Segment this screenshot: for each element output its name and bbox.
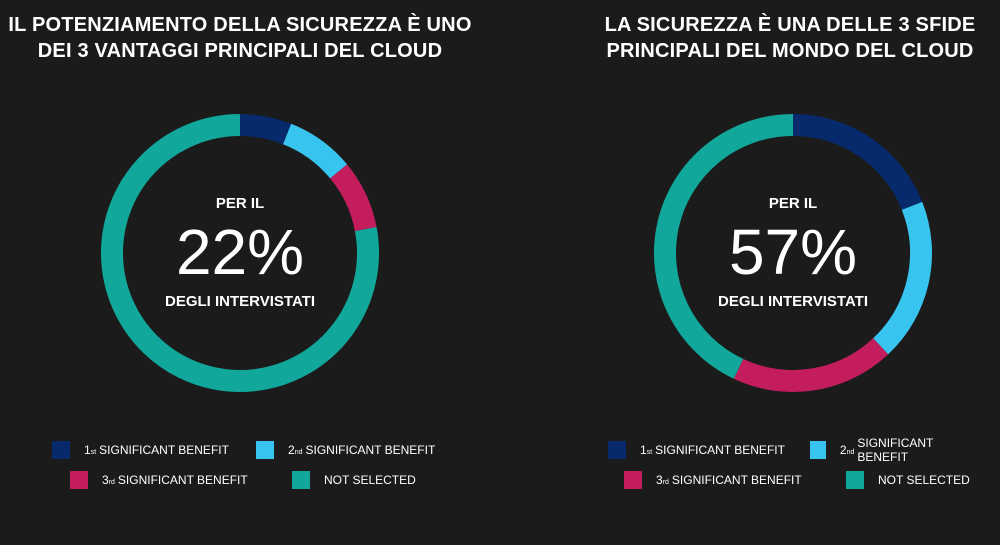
donut-chart: PER IL 22% DEGLI INTERVISTATI bbox=[100, 113, 380, 393]
legend-ordinal: 1 bbox=[640, 443, 647, 457]
slice-not-selected bbox=[654, 114, 794, 379]
legend-swatch bbox=[846, 471, 864, 489]
legend-label: SIGNIFICANT BENEFIT bbox=[117, 473, 248, 487]
center-label-top: PER IL bbox=[768, 195, 818, 212]
legend-label: NOT SELECTED bbox=[324, 473, 416, 487]
slice-third bbox=[733, 338, 889, 392]
legend-swatch bbox=[810, 441, 826, 459]
legend-ordinal-suffix: nd bbox=[294, 448, 303, 456]
slice-first bbox=[239, 114, 292, 145]
center-percentage: 57% bbox=[728, 216, 858, 288]
legend-ordinal-suffix: nd bbox=[846, 448, 855, 456]
legend-ordinal-suffix: st bbox=[646, 448, 653, 456]
slice-second bbox=[872, 201, 932, 355]
center-label-bottom: DEGLI INTERVISTATI bbox=[164, 293, 315, 310]
slice-not-selected bbox=[101, 114, 379, 392]
slice-third bbox=[329, 164, 377, 232]
legend-swatch bbox=[256, 441, 274, 459]
donut-svg bbox=[654, 114, 932, 392]
legend-swatch bbox=[70, 471, 88, 489]
legend-ordinal: 3 bbox=[102, 473, 109, 487]
legend-label: SIGNIFICANT BENEFIT bbox=[99, 443, 229, 457]
donut-svg bbox=[101, 114, 379, 392]
legend-label: SIGNIFICANT BENEFIT bbox=[655, 443, 785, 457]
legend-label: SIGNIFICANT BENEFIT bbox=[671, 473, 802, 487]
legend-ordinal: 2 bbox=[288, 443, 295, 457]
legend-label: SIGNIFICANT BENEFIT bbox=[857, 436, 934, 464]
legend-label: SIGNIFICANT BENEFIT bbox=[305, 443, 436, 457]
chart-panel-left: IL POTENZIAMENTO DELLA SICUREZZA È UNO D… bbox=[8, 14, 472, 500]
slice-second bbox=[282, 123, 348, 179]
center-percentage: 22% bbox=[175, 216, 305, 288]
legend-ordinal-suffix: st bbox=[90, 448, 97, 456]
legend-label: NOT SELECTED bbox=[878, 473, 970, 487]
legend-item-not-selected: NOT SELECTED bbox=[846, 470, 970, 490]
legend-item-not-selected: NOT SELECTED bbox=[292, 470, 416, 490]
slice-first bbox=[792, 114, 923, 211]
legend-swatch bbox=[292, 471, 310, 489]
legend-ordinal: 2 bbox=[839, 443, 847, 457]
donut-chart: PER IL 57% DEGLI INTERVISTATI bbox=[653, 113, 933, 393]
center-label-top: PER IL bbox=[215, 195, 265, 212]
chart-title: LA SICUREZZA È UNA DELLE 3 SFIDE PRINCIP… bbox=[604, 14, 976, 62]
chart-title: IL POTENZIAMENTO DELLA SICUREZZA È UNO D… bbox=[8, 14, 472, 62]
legend-ordinal-suffix: rd bbox=[662, 478, 669, 486]
legend-swatch bbox=[52, 441, 70, 459]
legend-ordinal: 1 bbox=[84, 443, 91, 457]
legend-ordinal: 3 bbox=[656, 473, 663, 487]
legend-swatch bbox=[624, 471, 642, 489]
chart-panel-right: LA SICUREZZA È UNA DELLE 3 SFIDE PRINCIP… bbox=[500, 0, 1000, 545]
legend-swatch bbox=[608, 441, 626, 459]
center-label-bottom: DEGLI INTERVISTATI bbox=[717, 293, 868, 310]
legend-ordinal-suffix: rd bbox=[108, 478, 115, 486]
